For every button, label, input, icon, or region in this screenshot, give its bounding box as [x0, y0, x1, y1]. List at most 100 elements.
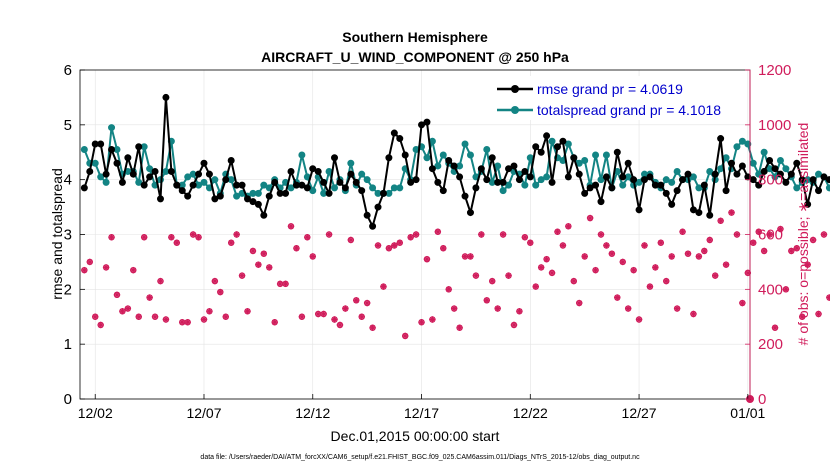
obs-assimilated-point — [619, 258, 626, 266]
series-point-rmse — [804, 200, 812, 208]
obs-assimilated-point — [489, 277, 496, 285]
obs-assimilated-point — [695, 253, 703, 260]
x-axis-label: Dec.01,2015 00:00:00 start — [331, 428, 500, 444]
legend-totalspread-label: totalspread grand pr = 4.1018 — [537, 102, 721, 118]
obs-assimilated-point — [287, 223, 295, 230]
series-point-rmse — [108, 146, 116, 154]
series-point-rmse — [412, 176, 420, 184]
series-point-totalspread — [564, 140, 572, 148]
y-right-tick-label: 0 — [758, 391, 766, 408]
obs-assimilated-point — [434, 228, 442, 235]
series-point-rmse — [347, 170, 355, 178]
series-point-rmse — [113, 159, 121, 167]
obs-assimilated-point — [222, 313, 229, 320]
series-point-totalspread — [722, 154, 730, 162]
obs-assimilated-point — [238, 272, 246, 279]
y-left-tick-label: 3 — [64, 227, 72, 244]
obs-assimilated-point — [418, 319, 425, 326]
series-point-rmse — [195, 170, 203, 178]
series-point-rmse — [776, 170, 784, 178]
series-point-rmse — [450, 162, 458, 170]
series-point-rmse — [570, 154, 578, 162]
obs-assimilated-point — [706, 236, 713, 244]
series-point-rmse — [80, 184, 88, 192]
series-point-rmse — [249, 198, 257, 206]
series-point-rmse — [379, 189, 387, 197]
series-point-rmse — [575, 170, 583, 178]
y-left-tick-label: 4 — [64, 172, 72, 189]
obs-assimilated-point — [227, 239, 235, 246]
obs-assimilated-point — [799, 313, 806, 320]
series-point-rmse — [820, 173, 828, 181]
series-point-totalspread — [548, 137, 556, 145]
obs-assimilated-point — [412, 231, 420, 238]
legend: rmse grand pr = 4.0619 totalspread grand… — [492, 76, 746, 120]
y-axis-right-label: # of obs: o=possible; ∗=assimilated — [795, 123, 811, 346]
y-left-tick-label: 1 — [64, 336, 72, 353]
series-point-rmse — [445, 156, 453, 164]
obs-assimilated-point — [130, 266, 137, 274]
series-point-rmse — [646, 173, 654, 181]
obs-assimilated-point — [200, 316, 208, 323]
obs-assimilated-point — [135, 313, 142, 320]
series-point-rmse — [363, 211, 371, 219]
obs-assimilated-point — [391, 242, 398, 249]
series-point-rmse — [564, 173, 572, 181]
series-point-totalspread — [483, 146, 491, 154]
obs-assimilated-point — [646, 283, 654, 290]
obs-assimilated-point — [510, 321, 518, 329]
series-point-rmse — [303, 184, 311, 192]
series-point-rmse — [613, 148, 621, 156]
y-left-tick-label: 5 — [64, 117, 72, 134]
series-point-rmse — [532, 143, 540, 151]
obs-assimilated-point — [450, 305, 458, 312]
obs-assimilated-point — [592, 266, 599, 274]
x-tick-label: 12/17 — [404, 405, 439, 421]
obs-assimilated-point — [255, 261, 262, 268]
series-point-totalspread — [738, 137, 746, 145]
series-point-rmse — [586, 184, 594, 192]
obs-assimilated-point — [407, 234, 414, 241]
series-point-rmse — [766, 156, 774, 164]
series-point-rmse — [684, 170, 692, 178]
obs-assimilated-point — [162, 316, 170, 323]
series-point-totalspread — [102, 178, 110, 186]
series-point-rmse — [749, 176, 757, 184]
obs-assimilated-point — [521, 234, 529, 241]
obs-assimilated-point — [788, 247, 795, 255]
series-point-rmse — [553, 143, 561, 151]
series-point-rmse — [439, 187, 447, 195]
series-lines — [80, 93, 830, 230]
obs-assimilated-point — [782, 286, 790, 293]
series-point-totalspread — [396, 184, 404, 192]
series-point-rmse — [619, 173, 627, 181]
series-point-rmse — [390, 129, 398, 137]
series-point-rmse — [173, 181, 181, 189]
obs-assimilated-point — [820, 231, 828, 238]
series-point-totalspread — [505, 181, 513, 189]
series-point-rmse — [510, 162, 518, 170]
series-point-rmse — [423, 118, 431, 126]
series-point-rmse — [488, 154, 496, 162]
series-point-totalspread — [347, 159, 355, 167]
series-point-totalspread — [771, 173, 779, 181]
series-point-totalspread — [146, 165, 154, 173]
obs-assimilated-point — [663, 277, 670, 285]
series-point-rmse — [706, 211, 714, 219]
obs-assimilated-point — [402, 332, 409, 340]
series-point-rmse — [227, 156, 235, 164]
obs-assimilated-point — [86, 258, 93, 266]
obs-assimilated-point — [140, 234, 148, 241]
series-point-rmse — [592, 181, 600, 189]
series-point-rmse — [608, 184, 616, 192]
series-point-rmse — [320, 178, 328, 186]
obs-assimilated-point — [282, 280, 289, 288]
series-point-rmse — [679, 176, 687, 184]
obs-assimilated-point — [537, 264, 545, 271]
series-point-rmse — [689, 206, 697, 214]
series-point-rmse — [314, 167, 322, 175]
obs-assimilated-point — [755, 228, 762, 235]
series-point-rmse — [254, 200, 262, 208]
obs-assimilated-point — [641, 242, 648, 249]
data-file-footer: data file: /Users/raeder/DAI/ATM_forcXX/… — [200, 454, 640, 461]
